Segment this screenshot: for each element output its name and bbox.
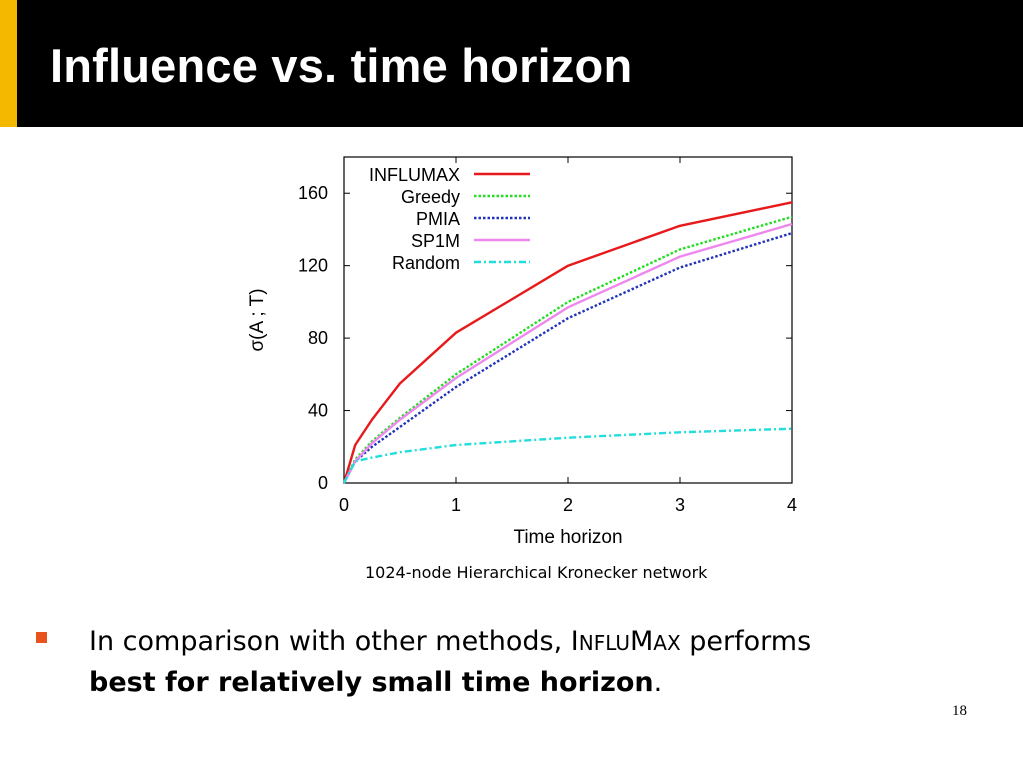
y-tick-label: 120 bbox=[298, 256, 328, 276]
brand-part-2: NFLU bbox=[578, 631, 630, 655]
legend-label-sp1m: SP1M bbox=[411, 231, 460, 251]
bullet-text-pre: In comparison with other methods, bbox=[89, 626, 571, 657]
x-tick-label: 0 bbox=[339, 495, 349, 515]
title-bar: Influence vs. time horizon bbox=[0, 0, 1023, 127]
bullet-point: In comparison with other methods, INFLUM… bbox=[89, 622, 989, 703]
series-line-sp1m bbox=[342, 222, 793, 484]
x-tick-label: 4 bbox=[787, 495, 797, 515]
y-tick-label: 0 bbox=[318, 473, 328, 493]
bullet-text-post: performs bbox=[680, 626, 812, 657]
brand-part-3: M bbox=[630, 626, 654, 657]
series-line-greedy bbox=[342, 215, 793, 484]
y-tick-label: 80 bbox=[308, 328, 328, 348]
legend-label-influmax: INFLUMAX bbox=[369, 165, 460, 185]
slide-title: Influence vs. time horizon bbox=[50, 39, 633, 92]
x-axis-label: Time horizon bbox=[513, 527, 622, 548]
bullet-text-bold: best for relatively small time horizon bbox=[89, 667, 654, 698]
legend-label-pmia: PMIA bbox=[416, 209, 460, 229]
bullet-icon bbox=[36, 632, 47, 643]
series-line-influmax bbox=[342, 201, 793, 484]
y-axis-label: σ(A ; T) bbox=[247, 288, 268, 351]
chart-caption: 1024-node Hierarchical Kronecker network bbox=[365, 563, 708, 582]
bullet-text-end: . bbox=[653, 667, 663, 698]
x-tick-label: 2 bbox=[563, 495, 573, 515]
x-tick-label: 3 bbox=[675, 495, 685, 515]
legend-label-greedy: Greedy bbox=[401, 187, 460, 207]
y-tick-label: 40 bbox=[308, 401, 328, 421]
page-number: 18 bbox=[952, 703, 967, 719]
legend-label-random: Random bbox=[392, 253, 460, 273]
brand-part-1: I bbox=[570, 626, 579, 657]
series-line-random bbox=[342, 427, 793, 484]
y-tick-label: 160 bbox=[298, 183, 328, 203]
accent-bar bbox=[0, 0, 17, 127]
x-tick-label: 1 bbox=[451, 495, 461, 515]
brand-part-4: AX bbox=[653, 631, 681, 655]
